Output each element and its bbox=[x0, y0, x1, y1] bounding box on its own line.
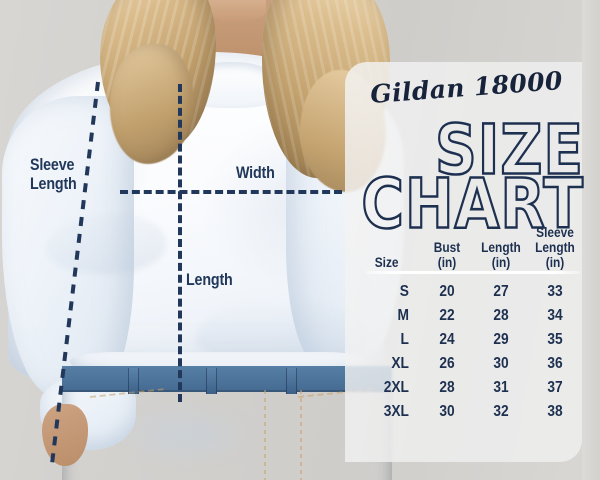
jeans-seam bbox=[300, 390, 302, 480]
column-header-size: Size bbox=[374, 254, 399, 270]
model-hand bbox=[42, 404, 88, 466]
belt-loop bbox=[128, 368, 139, 394]
cell-sleeve-length-in: 36 bbox=[547, 355, 563, 372]
cell-length-in: 27 bbox=[493, 283, 509, 300]
cell-length-in: 31 bbox=[493, 379, 509, 396]
cell-bust-in: 20 bbox=[439, 283, 455, 300]
cell-sleeve-length-in: 38 bbox=[547, 403, 563, 420]
belt-loop bbox=[206, 368, 217, 394]
cell-size: XL bbox=[391, 355, 409, 372]
cell-size: L bbox=[400, 331, 409, 348]
fabric-fold bbox=[46, 214, 166, 274]
cell-length-in: 32 bbox=[493, 403, 509, 420]
cell-size: S bbox=[399, 283, 409, 300]
cell-sleeve-length-in: 35 bbox=[547, 331, 563, 348]
header-divider bbox=[366, 271, 580, 274]
column-header-length-in: Length (in) bbox=[481, 239, 521, 270]
size-chart-panel bbox=[345, 62, 582, 462]
table-row: L 24 29 35 bbox=[360, 328, 582, 352]
sleeve-length-label: Sleeve Length bbox=[30, 155, 77, 193]
cell-bust-in: 26 bbox=[439, 355, 455, 372]
cell-bust-in: 24 bbox=[439, 331, 455, 348]
cell-length-in: 30 bbox=[493, 355, 509, 372]
sweatshirt-left-sleeve bbox=[2, 96, 134, 396]
cell-size: 2XL bbox=[383, 379, 409, 396]
headline-chart: CHART bbox=[360, 163, 584, 244]
cell-size: 3XL bbox=[383, 403, 409, 420]
table-row: XL 26 30 36 bbox=[360, 352, 582, 376]
column-header-sleeve-length-in: Sleeve Length (in) bbox=[535, 224, 575, 270]
jeans-fly-seam bbox=[264, 390, 266, 480]
headline-size: SIZE bbox=[434, 109, 584, 190]
cell-size: M bbox=[397, 307, 409, 324]
length-label: Length bbox=[186, 270, 233, 289]
cell-bust-in: 28 bbox=[439, 379, 455, 396]
width-label: Width bbox=[236, 163, 275, 182]
size-table-body: S 20 27 33 M 22 28 34 L 24 29 35 XL 26 30 36 2XL 28 31 37 3X… bbox=[360, 280, 582, 424]
denim-highlight bbox=[110, 400, 260, 470]
width-measure-line bbox=[120, 190, 342, 194]
table-row: S 20 27 33 bbox=[360, 280, 582, 304]
cell-bust-in: 22 bbox=[439, 307, 455, 324]
belt-loop bbox=[286, 368, 297, 394]
length-measure-line bbox=[178, 84, 182, 402]
right-background-strip bbox=[582, 0, 600, 480]
sleeve-length-measure-line bbox=[46, 80, 106, 466]
cell-sleeve-length-in: 37 bbox=[547, 379, 563, 396]
table-row: 3XL 30 32 38 bbox=[360, 400, 582, 424]
panel-sheen bbox=[345, 62, 582, 462]
cell-sleeve-length-in: 34 bbox=[547, 307, 563, 324]
table-row: M 22 28 34 bbox=[360, 304, 582, 328]
cell-bust-in: 30 bbox=[439, 403, 455, 420]
column-header-bust-in: Bust (in) bbox=[433, 239, 461, 270]
jeans-waistband bbox=[62, 366, 392, 392]
model-chin bbox=[208, 0, 266, 22]
cell-length-in: 28 bbox=[493, 307, 509, 324]
cell-length-in: 29 bbox=[493, 331, 509, 348]
cell-sleeve-length-in: 33 bbox=[547, 283, 563, 300]
size-table-header: Size Bust (in) Length (in) Sleeve Length (i… bbox=[360, 214, 582, 270]
table-row: 2XL 28 31 37 bbox=[360, 376, 582, 400]
